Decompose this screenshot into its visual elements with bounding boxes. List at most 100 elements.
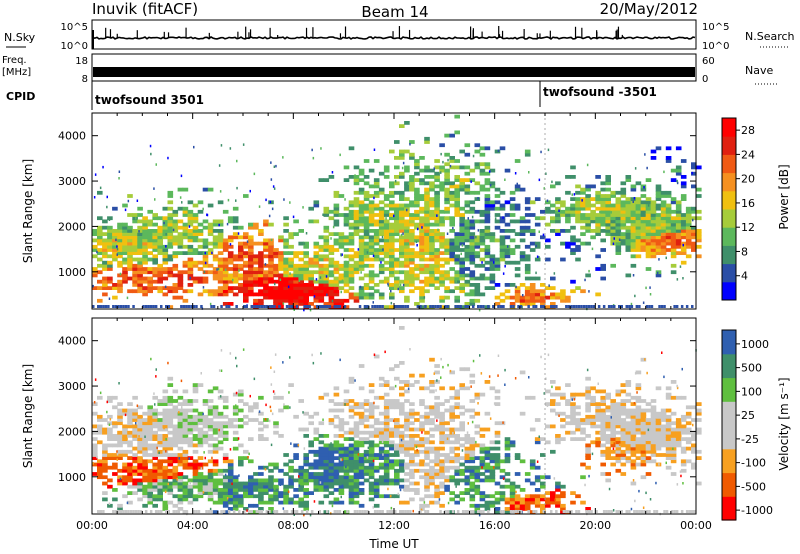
data-cell	[162, 446, 169, 451]
data-cell	[590, 414, 596, 419]
data-cell	[640, 232, 647, 236]
data-speck	[663, 170, 665, 174]
ground-scatter-cell	[305, 305, 309, 308]
data-cell	[534, 276, 541, 281]
data-cell	[248, 488, 254, 492]
data-cell	[212, 229, 219, 233]
data-cell	[298, 267, 304, 271]
data-cell	[645, 232, 652, 236]
data-cell	[484, 146, 491, 151]
data-cell	[529, 462, 536, 467]
data-cell	[147, 424, 153, 429]
data-cell	[419, 168, 425, 173]
data-cell	[524, 500, 531, 505]
data-cell	[509, 507, 516, 511]
data-cell	[268, 248, 274, 252]
data-cell	[645, 225, 652, 230]
data-cell	[444, 200, 450, 205]
data-cell	[439, 238, 445, 243]
data-cell	[192, 238, 199, 243]
data-cell	[383, 434, 390, 438]
data-cell	[293, 289, 299, 294]
data-cell	[635, 254, 642, 259]
data-cell	[353, 260, 360, 265]
data-cell	[670, 449, 677, 454]
data-cell	[655, 427, 662, 432]
data-cell	[187, 488, 194, 492]
data-cell	[464, 248, 471, 252]
data-cell	[248, 276, 254, 281]
data-cell	[429, 254, 435, 259]
data-cell	[454, 459, 460, 464]
data-cell	[645, 472, 652, 476]
data-cell	[660, 190, 667, 195]
data-cell	[414, 203, 420, 208]
data-cell	[504, 229, 511, 233]
power-cells	[92, 113, 702, 312]
data-speck	[679, 265, 682, 268]
data-cell	[509, 481, 516, 486]
data-cell	[509, 497, 516, 502]
data-cell	[137, 225, 143, 230]
data-cell	[122, 430, 128, 435]
data-cell	[635, 206, 642, 211]
ground-scatter-cell	[268, 305, 271, 308]
data-cell	[207, 222, 214, 227]
data-cell	[323, 481, 330, 486]
data-cell	[348, 488, 355, 492]
data-cell	[328, 453, 335, 457]
data-cell	[615, 449, 622, 454]
data-speck	[218, 164, 221, 167]
data-speck	[325, 275, 328, 278]
data-cell	[253, 276, 259, 281]
data-cell	[424, 456, 430, 460]
data-cell	[429, 251, 435, 255]
data-cell	[127, 472, 133, 476]
data-cell	[162, 503, 169, 508]
data-cell	[298, 292, 304, 297]
data-cell	[524, 197, 531, 201]
data-cell	[409, 488, 415, 492]
data-cell	[459, 238, 465, 243]
data-cell	[424, 472, 430, 476]
data-cell	[107, 254, 113, 259]
data-cell	[494, 302, 501, 306]
data-cell	[172, 389, 179, 394]
data-cell	[338, 232, 345, 236]
data-cell	[197, 443, 204, 448]
data-cell	[625, 200, 632, 205]
data-cell	[192, 232, 199, 236]
data-cell	[650, 251, 657, 255]
ground-scatter-cell	[321, 305, 324, 308]
data-cell	[348, 481, 355, 486]
data-cell	[444, 434, 450, 438]
ground-scatter-cell	[112, 305, 115, 308]
ground-scatter-cell	[245, 305, 248, 308]
data-cell	[650, 405, 657, 410]
data-cell	[434, 209, 440, 214]
data-cell	[404, 453, 410, 457]
data-cell	[258, 500, 264, 505]
data-cell	[363, 478, 370, 483]
data-cell	[580, 430, 586, 435]
data-cell	[127, 411, 133, 416]
data-cell	[479, 459, 486, 464]
data-cell	[243, 421, 249, 426]
data-cell	[635, 421, 642, 426]
ground-scatter-cell	[167, 305, 170, 308]
data-cell	[590, 219, 596, 224]
data-cell	[127, 194, 133, 198]
data-cell	[454, 197, 460, 201]
data-cell	[232, 267, 239, 271]
data-cell	[691, 232, 697, 236]
data-cell	[348, 238, 355, 243]
data-cell	[157, 216, 163, 221]
data-cell	[565, 206, 571, 211]
data-cell	[650, 446, 657, 451]
data-cell	[630, 229, 637, 233]
data-cell	[238, 418, 244, 422]
data-cell	[313, 472, 320, 476]
data-cell	[248, 270, 254, 275]
data-cell	[162, 484, 169, 489]
ground-scatter-cell	[102, 305, 105, 308]
